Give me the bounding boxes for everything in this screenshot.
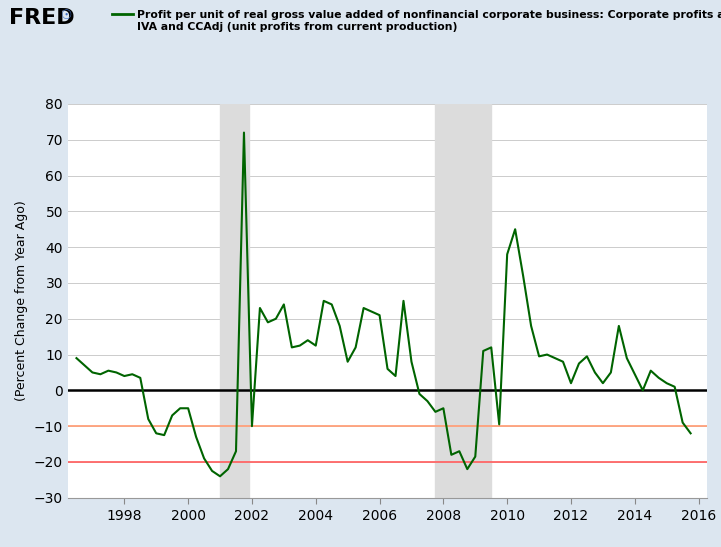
- Text: FRED: FRED: [9, 8, 74, 28]
- Bar: [220, 104, 249, 498]
- Text: ☉: ☉: [61, 9, 73, 22]
- Bar: [435, 104, 491, 498]
- Y-axis label: (Percent Change from Year Ago): (Percent Change from Year Ago): [15, 200, 28, 401]
- Text: Profit per unit of real gross value added of nonfinancial corporate business: Co: Profit per unit of real gross value adde…: [137, 10, 721, 32]
